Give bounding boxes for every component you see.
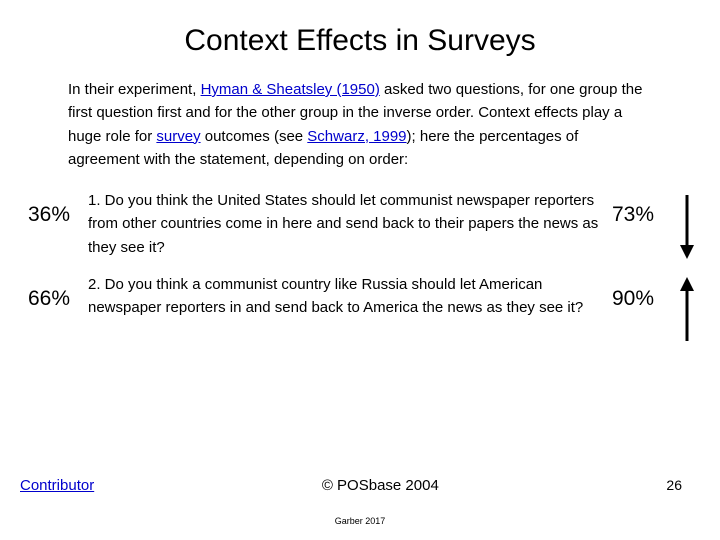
link-hyman-sheatsley[interactable]: Hyman & Sheatsley (1950): [201, 81, 380, 98]
question-text-2: 2. Do you think a communist country like…: [88, 273, 604, 320]
link-schwarz[interactable]: Schwarz, 1999: [307, 128, 406, 145]
garber-credit: Garber 2017: [0, 516, 720, 526]
question-row: 36% 1. Do you think the United States sh…: [18, 189, 702, 259]
page-number: 26: [666, 477, 720, 493]
arrow-down-icon: [672, 189, 702, 259]
percent-left-2: 66%: [18, 273, 80, 311]
questions-block: 36% 1. Do you think the United States sh…: [0, 171, 720, 343]
question-row: 66% 2. Do you think a communist country …: [18, 273, 702, 343]
arrow-up-icon: [672, 273, 702, 343]
question-text-1: 1. Do you think the United States should…: [88, 189, 604, 259]
intro-paragraph: In their experiment, Hyman & Sheatsley (…: [0, 78, 720, 171]
intro-text-c: outcomes (see: [201, 128, 308, 145]
copyright-text: © POSbase 2004: [94, 477, 666, 494]
percent-right-1: 73%: [612, 189, 664, 227]
page-title: Context Effects in Surveys: [0, 0, 720, 78]
percent-left-1: 36%: [18, 189, 80, 227]
footer: Contributor © POSbase 2004 26: [0, 477, 720, 494]
link-survey[interactable]: survey: [156, 128, 200, 145]
percent-right-2: 90%: [612, 273, 664, 311]
intro-text-a: In their experiment,: [68, 81, 201, 98]
contributor-link[interactable]: Contributor: [0, 477, 94, 494]
